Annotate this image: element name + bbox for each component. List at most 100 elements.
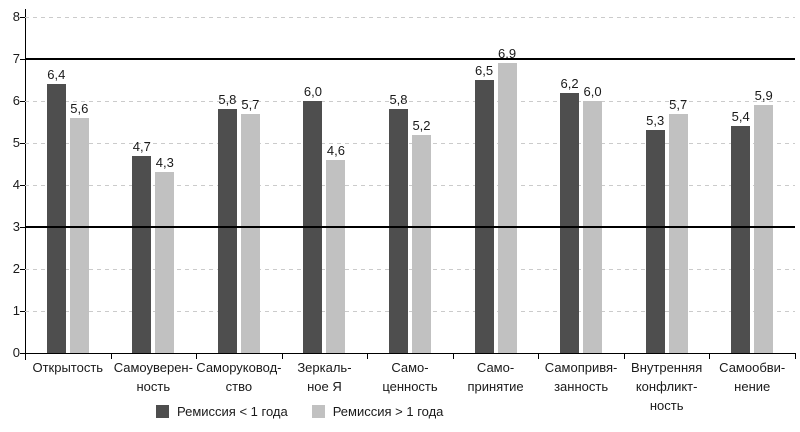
y-tick-label-0: 0 <box>12 345 20 360</box>
bar-value-label: 5,7 <box>669 96 688 112</box>
plot-area: 6,4 5,6 4,7 4,3 5,8 5,7 6,0 4,6 5,8 5,2 6,5 6,9 6,2 6… <box>25 17 795 353</box>
y-tick-label-8: 8 <box>12 9 20 24</box>
bar-value-label: 6,0 <box>583 84 602 99</box>
bar-value-label: 4,3 <box>155 155 174 171</box>
category-slot-6: 6,2 6,0 <box>538 17 624 353</box>
bar-series0-cat8: 5,4 <box>731 109 751 353</box>
reference-line-7 <box>25 58 795 60</box>
y-axis-line <box>25 9 26 360</box>
category-slot-5: 6,5 6,9 <box>453 17 539 353</box>
bar-series0-cat1: 4,7 <box>132 139 152 353</box>
x-axis-line <box>25 353 795 354</box>
bar-value-label: 5,8 <box>389 92 408 108</box>
bar-series1-cat8: 5,9 <box>754 88 774 353</box>
category-slot-0: 6,4 5,6 <box>25 17 111 353</box>
y-tick-label-5: 5 <box>12 135 20 150</box>
legend-swatch-dark-icon <box>156 405 169 418</box>
y-tick-mark-3 <box>20 227 25 228</box>
x-tick-mark-7 <box>624 353 625 359</box>
x-tick-mark-3 <box>282 353 283 359</box>
bar-series1-cat5: 6,9 <box>497 46 517 353</box>
bar-value-label: 6,5 <box>474 63 494 78</box>
x-category-label-3: Зеркаль- ное Я <box>297 360 352 394</box>
bar-value-label: 5,3 <box>646 113 665 129</box>
x-category-label-7: Внутренняя конфликт- ность <box>631 360 703 413</box>
x-tick-mark-9 <box>795 353 796 359</box>
bar-series0-cat4: 5,8 <box>388 92 408 353</box>
bar-series0-cat7: 5,3 <box>645 113 665 353</box>
y-tick-mark-6 <box>20 101 25 102</box>
bar-series0-cat2: 5,8 <box>217 92 237 353</box>
y-tick-label-2: 2 <box>12 261 20 276</box>
x-tick-mark-1 <box>111 353 112 359</box>
y-tick-mark-8 <box>20 17 25 18</box>
bar-value-label: 5,6 <box>70 100 89 116</box>
y-tick-mark-2 <box>20 269 25 270</box>
gridline-4 <box>25 185 795 186</box>
x-tick-mark-0 <box>25 353 26 359</box>
x-category-label-5: Само- принятие <box>467 360 524 394</box>
bar-series0-cat6: 6,2 <box>560 76 580 353</box>
y-tick-label-7: 7 <box>12 51 20 66</box>
category-slot-7: 5,3 5,7 <box>624 17 710 353</box>
x-tick-mark-8 <box>709 353 710 359</box>
x-category-label-6: Самопривя- занность <box>544 360 618 394</box>
gridline-6 <box>25 101 795 102</box>
bar-value-label: 4,6 <box>326 142 345 158</box>
category-slot-8: 5,4 5,9 <box>709 17 795 353</box>
y-tick-mark-4 <box>20 185 25 186</box>
gridline-5 <box>25 143 795 144</box>
y-tick-mark-5 <box>20 143 25 144</box>
x-tick-mark-6 <box>538 353 539 359</box>
y-tick-label-6: 6 <box>12 93 20 108</box>
legend-label-remission-over-1-year: Ремиссия > 1 года <box>332 404 444 419</box>
bar-series1-cat7: 5,7 <box>668 97 688 353</box>
bar-value-label: 6,2 <box>560 75 579 91</box>
bar-value-label: 5,2 <box>412 117 431 133</box>
x-category-label-1: Самоуверен- ность <box>113 360 193 394</box>
bar-series1-cat1: 4,3 <box>155 155 175 353</box>
category-slot-4: 5,8 5,2 <box>367 17 453 353</box>
bar-series1-cat4: 5,2 <box>411 118 431 353</box>
x-tick-mark-4 <box>367 353 368 359</box>
bar-value-label: 5,8 <box>218 92 237 108</box>
reference-line-3 <box>25 226 795 228</box>
category-slot-3: 6,0 4,6 <box>282 17 368 353</box>
x-category-label-8: Самообви- нение <box>719 360 786 394</box>
bar-series1-cat2: 5,7 <box>240 97 260 353</box>
x-category-label-2: Саморуковод- ство <box>196 360 282 394</box>
bar-value-label: 6,4 <box>47 67 66 83</box>
gridline-8 <box>25 17 795 18</box>
legend-item-remission-under-1-year: Ремиссия < 1 года <box>156 404 288 419</box>
x-category-label-4: Само- ценность <box>382 360 438 394</box>
gridline-1 <box>25 311 795 312</box>
x-category-label-0: Открытость <box>32 360 104 375</box>
x-axis-labels: Открытость Самоуверен- ность Саморуковод- … <box>25 358 795 424</box>
bar-series1-cat0: 5,6 <box>69 101 89 353</box>
x-tick-mark-5 <box>453 353 454 359</box>
bar-value-label: 4,7 <box>132 138 151 154</box>
y-tick-mark-0 <box>20 353 25 354</box>
legend-swatch-light-icon <box>311 405 325 418</box>
legend: Ремиссия < 1 года Ремиссия > 1 года <box>156 404 443 419</box>
bar-value-label: 6,9 <box>497 46 517 62</box>
bar-value-label: 5,9 <box>754 88 773 104</box>
bar-series1-cat3: 4,6 <box>326 143 346 353</box>
gridline-2 <box>25 269 795 270</box>
legend-item-remission-over-1-year: Ремиссия > 1 года <box>311 404 444 419</box>
y-tick-label-1: 1 <box>12 303 20 318</box>
y-tick-mark-7 <box>20 59 25 60</box>
category-slot-1: 4,7 4,3 <box>111 17 197 353</box>
bar-value-label: 6,0 <box>303 84 322 99</box>
y-tick-label-4: 4 <box>12 177 20 192</box>
y-tick-mark-1 <box>20 311 25 312</box>
category-slot-2: 5,8 5,7 <box>196 17 282 353</box>
bar-value-label: 5,7 <box>241 96 260 112</box>
bar-series0-cat0: 6,4 <box>46 67 66 353</box>
y-tick-label-3: 3 <box>12 219 20 234</box>
x-tick-mark-2 <box>196 353 197 359</box>
bar-series0-cat5: 6,5 <box>474 63 494 353</box>
bar-value-label: 5,4 <box>731 109 750 125</box>
legend-label-remission-under-1-year: Ремиссия < 1 года <box>177 404 288 419</box>
